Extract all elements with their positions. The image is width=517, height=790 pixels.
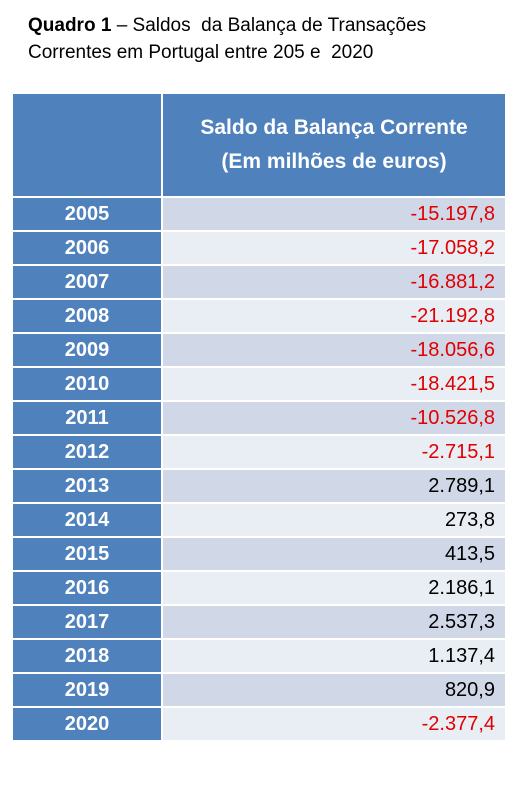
header-row: Saldo da Balança Corrente (Em milhões de … [11,92,507,198]
table-body: 2005 -15.197,8 2006 -17.058,2 2007 -16.881,2 2… [11,196,507,742]
table-row: 2020 -2.377,4 [11,706,507,742]
header-text: Saldo da Balança Corrente [200,116,468,139]
table: Saldo da Balança Corrente (Em milhões de … [11,92,507,742]
value-cell: -18.056,6 [161,332,507,368]
table-row: 2012 -2.715,1 [11,434,507,470]
year-cell: 2017 [11,604,163,640]
year-cell: 2009 [11,332,163,368]
header-text: (Em milhões de euros) [221,150,447,173]
value-cell: 2.186,1 [161,570,507,606]
value-cell: -18.421,5 [161,366,507,402]
year-cell: 2013 [11,468,163,504]
year-cell: 2006 [11,230,163,266]
table-row: 2013 2.789,1 [11,468,507,504]
table-row: 2018 1.137,4 [11,638,507,674]
year-cell: 2018 [11,638,163,674]
table-row: 2017 2.537,3 [11,604,507,640]
table-row: 2010 -18.421,5 [11,366,507,402]
value-cell: 413,5 [161,536,507,572]
value-cell: -16.881,2 [161,264,507,300]
year-cell: 2010 [11,366,163,402]
table-row: 2014 273,8 [11,502,507,538]
header-cell [11,92,163,198]
title-line: – Saldos da Balança de Transações [116,15,427,36]
title: Quadro 1 – Saldos da Balança de Transaçõ… [28,12,426,66]
year-cell: 2015 [11,536,163,572]
header-cell: Saldo da Balança Corrente (Em milhões de … [161,92,507,198]
year-cell: 2008 [11,298,163,334]
table-row: 2011 -10.526,8 [11,400,507,436]
table-row: 2009 -18.056,6 [11,332,507,368]
title-label: Quadro 1 [28,15,112,36]
value-cell: -10.526,8 [161,400,507,436]
year-cell: 2007 [11,264,163,300]
year-cell: 2005 [11,196,163,232]
value-cell: -15.197,8 [161,196,507,232]
value-cell: -2.715,1 [161,434,507,470]
year-cell: 2019 [11,672,163,708]
value-cell: -21.192,8 [161,298,507,334]
year-cell: 2012 [11,434,163,470]
year-cell: 2020 [11,706,163,742]
table-row: 2006 -17.058,2 [11,230,507,266]
value-cell: 820,9 [161,672,507,708]
table-row: 2005 -15.197,8 [11,196,507,232]
value-cell: -17.058,2 [161,230,507,266]
value-cell: 2.789,1 [161,468,507,504]
value-cell: -2.377,4 [161,706,507,742]
value-cell: 2.537,3 [161,604,507,640]
year-cell: 2016 [11,570,163,606]
year-cell: 2011 [11,400,163,436]
title-line: Correntes em Portugal entre 205 e 2020 [28,42,374,63]
table-row: 2019 820,9 [11,672,507,708]
table-row: 2016 2.186,1 [11,570,507,606]
value-cell: 273,8 [161,502,507,538]
year-cell: 2014 [11,502,163,538]
table-row: 2007 -16.881,2 [11,264,507,300]
table-row: 2015 413,5 [11,536,507,572]
table-row: 2008 -21.192,8 [11,298,507,334]
value-cell: 1.137,4 [161,638,507,674]
